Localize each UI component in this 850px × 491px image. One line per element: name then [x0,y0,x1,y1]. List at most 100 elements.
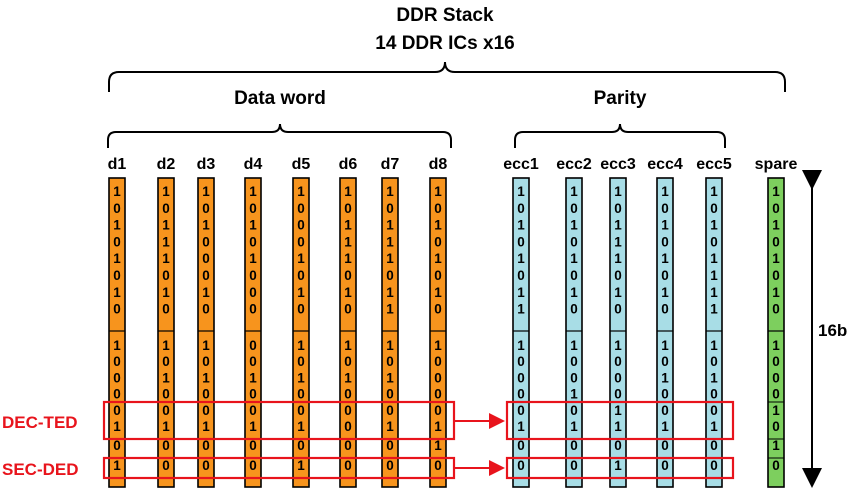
bit-spare-12: 1 [772,403,780,418]
bit-d3-3: 0 [202,234,210,249]
bit-d8-0: 1 [434,184,442,199]
bit-ecc2-1: 0 [570,201,578,216]
bit-spare-11: 0 [772,387,780,402]
bit-d4-15: 0 [249,458,257,473]
bit-d3-10: 1 [202,370,210,385]
bit-d5-7: 0 [297,302,305,317]
ic-bar-d8 [429,177,447,488]
bit-d3-4: 0 [202,251,210,266]
column-label-d7: d7 [381,156,400,173]
bit-ecc3-2: 1 [614,218,622,233]
bit-d4-1: 0 [249,201,257,216]
bit-d5-6: 1 [297,285,305,300]
bit-spare-2: 1 [772,218,780,233]
bit-ecc5-14: 0 [710,438,718,453]
bit-ecc2-8: 1 [570,338,578,353]
bit-d5-8: 1 [297,338,305,353]
bit-d8-6: 1 [434,285,442,300]
bit-d7-5: 0 [386,268,394,283]
bit-d4-4: 1 [249,251,257,266]
column-label-d6: d6 [339,156,358,173]
bit-d2-1: 0 [162,201,170,216]
bit-d4-7: 0 [249,302,257,317]
bit-ecc4-15: 0 [661,458,669,473]
bit-d7-4: 1 [386,251,394,266]
bit-d4-3: 0 [249,234,257,249]
column-label-d1: d1 [108,156,127,173]
bit-d2-15: 0 [162,458,170,473]
bit-d4-11: 0 [249,387,257,402]
bit-d7-3: 1 [386,234,394,249]
bit-d3-14: 0 [202,438,210,453]
bit-spare-7: 0 [772,302,780,317]
bit-d7-10: 1 [386,370,394,385]
bit-ecc4-3: 0 [661,234,669,249]
bit-ecc4-8: 1 [661,338,669,353]
bit-ecc3-8: 1 [614,338,622,353]
dec-ted-parity-box [505,400,735,441]
bit-ecc1-10: 0 [517,370,525,385]
bit-d3-7: 0 [202,302,210,317]
bit-ecc5-5: 1 [710,268,718,283]
bit-ecc2-10: 0 [570,370,578,385]
bit-d6-9: 0 [344,354,352,369]
bit-d5-11: 0 [297,387,305,402]
bit-ecc2-6: 1 [570,285,578,300]
bit-d6-8: 1 [344,338,352,353]
bit-d1-14: 0 [113,438,121,453]
bit-d3-2: 1 [202,218,210,233]
bit-ecc3-10: 0 [614,370,622,385]
ic-bar-d6 [339,177,357,488]
bit-ecc5-15: 0 [710,458,718,473]
bit-ecc2-14: 0 [570,438,578,453]
bit-d5-2: 0 [297,218,305,233]
bit-d5-4: 1 [297,251,305,266]
bit-d8-12: 0 [434,403,442,418]
column-label-d2: d2 [157,156,176,173]
bit-d4-8: 0 [249,338,257,353]
bit-ecc5-0: 1 [710,184,718,199]
bit-d2-3: 1 [162,234,170,249]
size-label: 16b [818,321,847,340]
bit-d6-1: 0 [344,201,352,216]
bit-d3-6: 1 [202,285,210,300]
bit-d1-1: 0 [113,201,121,216]
bit-d8-11: 0 [434,387,442,402]
bit-d3-15: 0 [202,458,210,473]
column-label-ecc2: ecc2 [556,156,592,173]
bit-ecc3-4: 1 [614,251,622,266]
bit-spare-8: 1 [772,338,780,353]
bit-ecc4-0: 1 [661,184,669,199]
bit-ecc1-1: 0 [517,201,525,216]
bit-ecc3-7: 0 [614,302,622,317]
bit-d3-1: 0 [202,201,210,216]
bit-ecc4-7: 0 [661,302,669,317]
bit-d3-13: 1 [202,419,210,434]
bit-d5-13: 1 [297,419,305,434]
data-word-brace [107,123,452,148]
column-label-d5: d5 [292,156,311,173]
bit-ecc5-6: 1 [710,285,718,300]
bit-ecc4-12: 0 [661,403,669,418]
bit-d5-14: 0 [297,438,305,453]
bit-ecc3-12: 1 [614,403,622,418]
bit-d3-12: 0 [202,403,210,418]
bit-d6-15: 0 [344,458,352,473]
bit-d1-3: 0 [113,234,121,249]
bit-d4-10: 1 [249,370,257,385]
bit-d2-6: 1 [162,285,170,300]
bit-ecc2-13: 1 [570,419,578,434]
bit-d3-9: 0 [202,354,210,369]
column-label-d3: d3 [197,156,216,173]
column-label-spare: spare [755,156,798,173]
bit-ecc3-11: 0 [614,387,622,402]
bit-ecc5-9: 0 [710,354,718,369]
bit-d7-9: 0 [386,354,394,369]
bit-ecc2-11: 1 [570,387,578,402]
bit-d6-14: 0 [344,438,352,453]
bit-ecc2-2: 1 [570,218,578,233]
bit-spare-1: 0 [772,201,780,216]
ic-bar-ecc2 [565,177,583,488]
bit-d7-1: 0 [386,201,394,216]
